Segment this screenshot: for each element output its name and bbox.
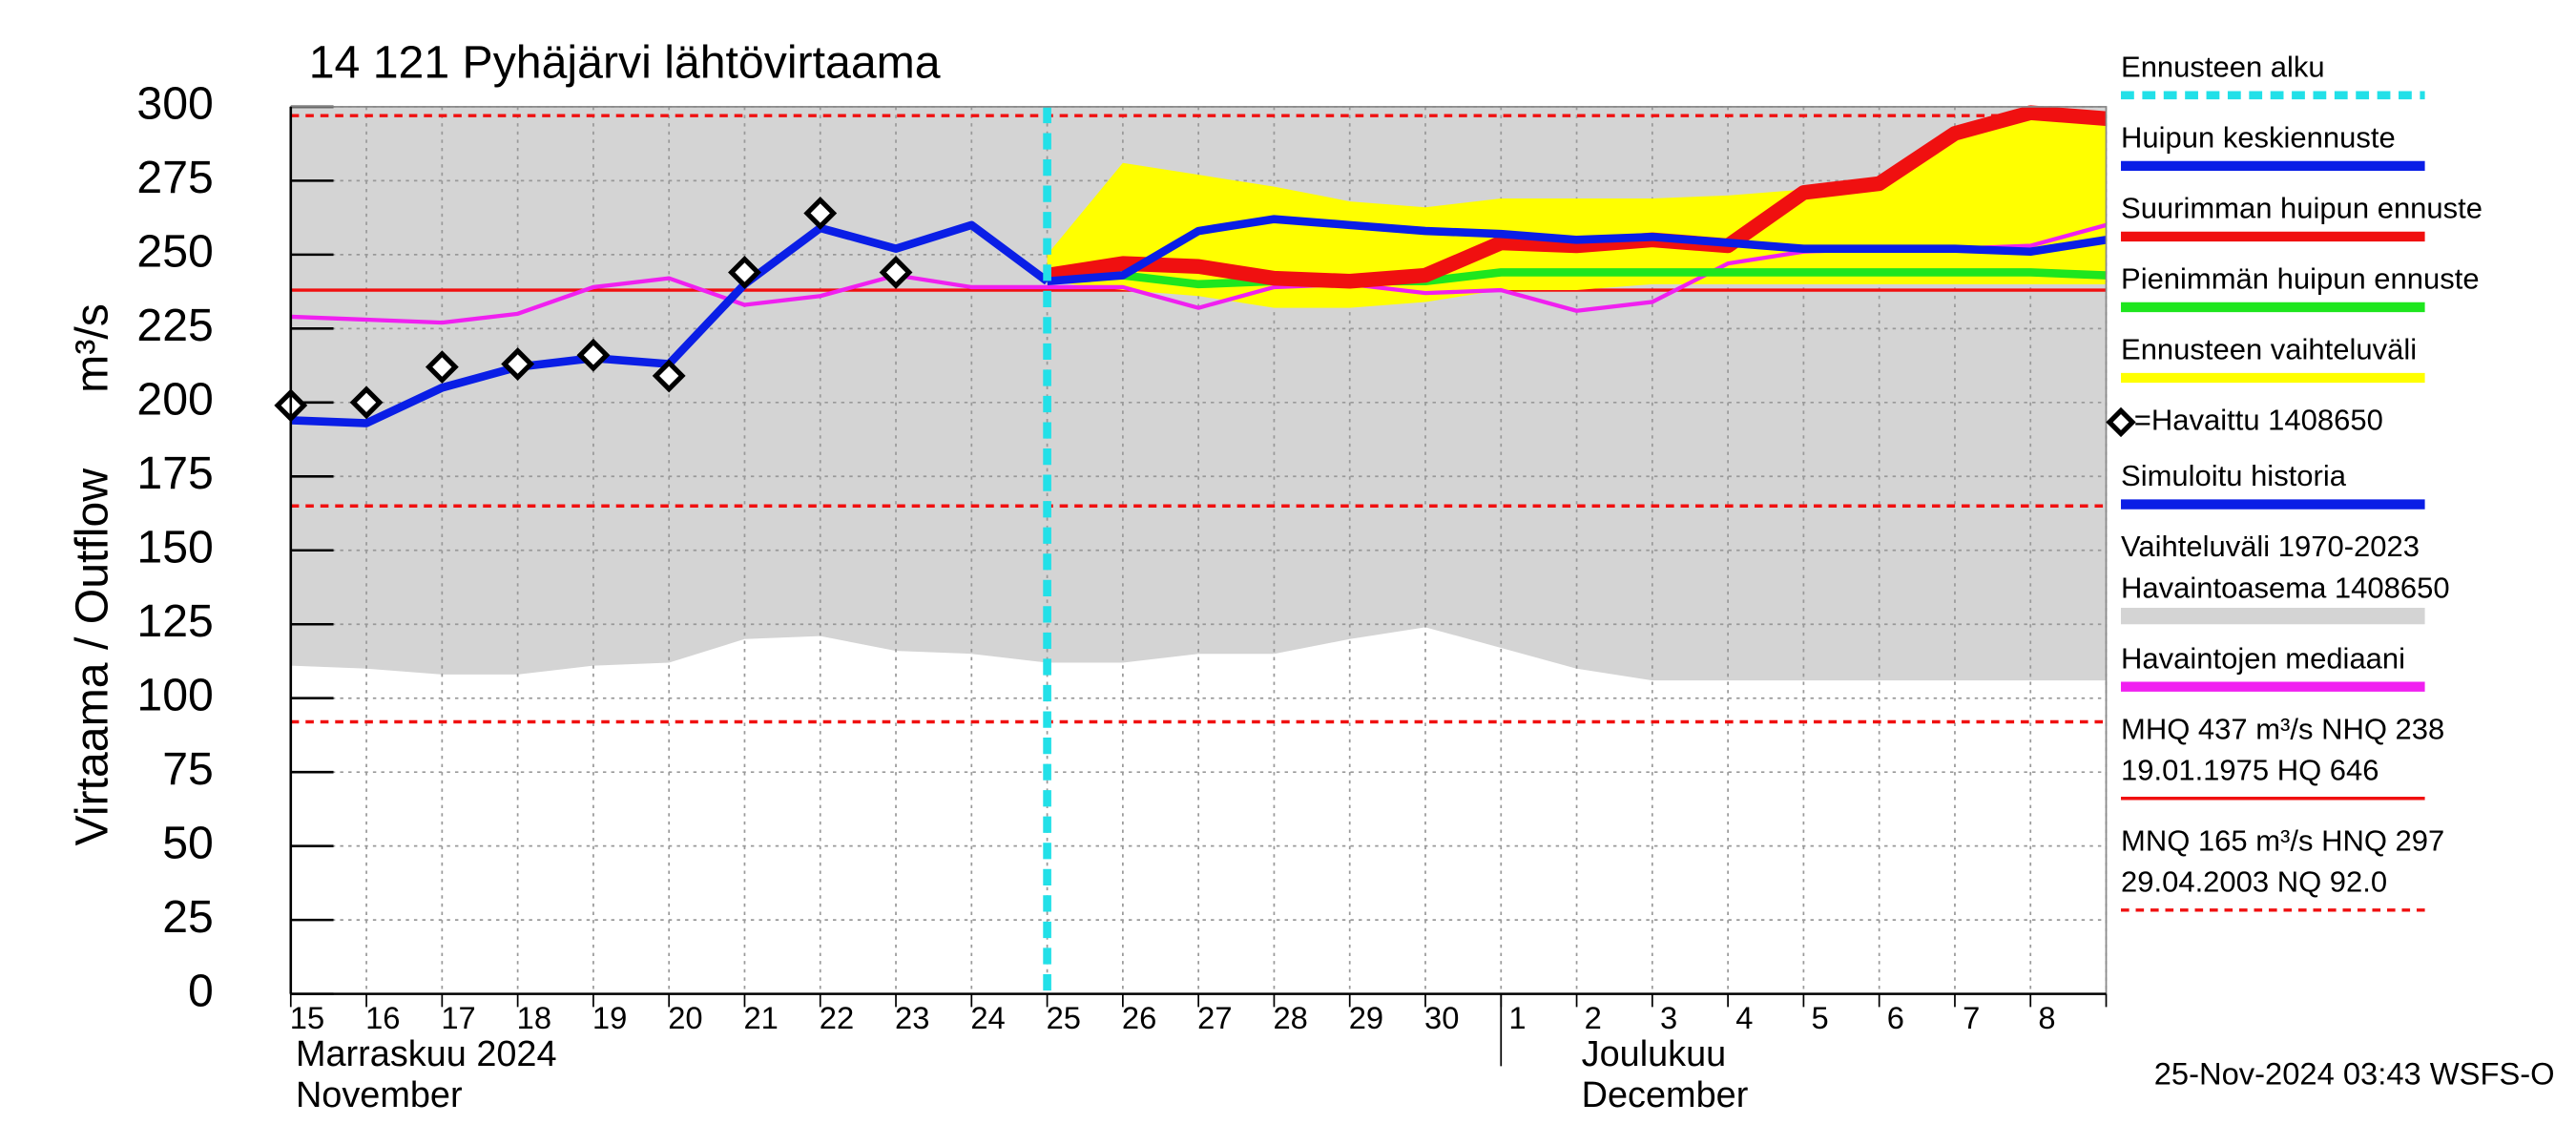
legend-label: Ennusteen alku (2121, 50, 2325, 83)
x-tick-label: 16 (365, 1000, 400, 1035)
x-tick-label: 15 (290, 1000, 324, 1035)
y-tick-label: 200 (136, 374, 213, 426)
series-line (1046, 105, 2108, 289)
legend-label: 29.04.2003 NQ 92.0 (2121, 864, 2387, 898)
x-tick-label: 24 (970, 1000, 1005, 1035)
legend-label: MNQ 165 m³/s HNQ 297 (2121, 823, 2444, 857)
observed-marker (576, 338, 611, 372)
x-tick-label: 28 (1273, 1000, 1307, 1035)
x-tick-label: 20 (668, 1000, 702, 1035)
x-tick-label: 2 (1585, 1000, 1602, 1035)
legend-label: Vaihteluväli 1970-2023 (2121, 530, 2420, 563)
observed-marker (879, 256, 913, 289)
y-tick-label: 100 (136, 669, 213, 720)
x-tick-label: 6 (1887, 1000, 1904, 1035)
legend-label: MHQ 437 m³/s NHQ 238 (2121, 712, 2444, 745)
legend-marker (2106, 406, 2136, 438)
x-tick-label: 30 (1424, 1000, 1459, 1035)
x-tick-label: 3 (1660, 1000, 1677, 1035)
legend-label: Havaintojen mediaani (2121, 641, 2405, 675)
x-tick-label: 17 (441, 1000, 475, 1035)
month-label: December (1582, 1075, 1749, 1115)
y-tick-label: 25 (162, 891, 214, 943)
x-tick-label: 5 (1812, 1000, 1829, 1035)
legend-label: Pienimmän huipun ennuste (2121, 262, 2480, 296)
legend-label: Suurimman huipun ennuste (2121, 192, 2483, 225)
x-tick-label: 27 (1197, 1000, 1232, 1035)
x-tick-label: 23 (895, 1000, 929, 1035)
x-tick-label: 19 (592, 1000, 627, 1035)
observed-marker (501, 347, 535, 381)
x-tick-label: 25 (1047, 1000, 1081, 1035)
y-tick-label: 75 (162, 743, 214, 795)
x-tick-label: 22 (820, 1000, 854, 1035)
y-tick-label: 225 (136, 300, 213, 351)
y-tick-label: 275 (136, 152, 213, 203)
x-tick-label: 21 (743, 1000, 778, 1035)
x-tick-label: 18 (517, 1000, 551, 1035)
y-tick-label: 50 (162, 817, 214, 868)
month-label: Joulukuu (1582, 1034, 1727, 1074)
month-label: Marraskuu 2024 (296, 1034, 557, 1074)
series-line (1047, 215, 2108, 286)
legend-label: 19.01.1975 HQ 646 (2121, 753, 2379, 786)
y-tick-label: 150 (136, 521, 213, 572)
observed-marker (803, 197, 838, 230)
chart-title: 14 121 Pyhäjärvi lähtövirtaama (309, 37, 941, 89)
legend-label: =Havaittu 1408650 (2134, 404, 2383, 437)
y-tick-label: 250 (136, 226, 213, 278)
observed-marker (425, 350, 459, 385)
x-tick-label: 26 (1122, 1000, 1156, 1035)
y-axis-label: Virtaama / Outflow (67, 468, 118, 846)
footer: 25-Nov-2024 03:43 WSFS-O (2154, 1055, 2555, 1091)
observed-marker (349, 385, 384, 420)
observed-marker (652, 359, 686, 393)
month-label: November (296, 1075, 463, 1115)
x-tick-label: 29 (1349, 1000, 1383, 1035)
legend-label: Simuloitu historia (2121, 459, 2347, 492)
y-tick-label: 175 (136, 448, 213, 499)
series-line (1047, 268, 2107, 289)
observed-marker (728, 256, 761, 289)
y-tick-label: 300 (136, 78, 213, 130)
legend-label: Ennusteen vaihteluväli (2121, 333, 2417, 366)
x-tick-label: 7 (1963, 1000, 1980, 1035)
y-tick-label: 125 (136, 595, 213, 647)
y-tick-label: 0 (188, 965, 214, 1016)
y-axis-unit: m³/s (67, 303, 118, 393)
legend-label: Havaintoasema 1408650 (2121, 571, 2450, 604)
x-tick-label: 4 (1735, 1000, 1753, 1035)
x-tick-label: 1 (1508, 1000, 1526, 1035)
legend-label: Huipun keskiennuste (2121, 121, 2396, 155)
range-band (1047, 110, 2107, 308)
x-tick-label: 8 (2038, 1000, 2055, 1035)
